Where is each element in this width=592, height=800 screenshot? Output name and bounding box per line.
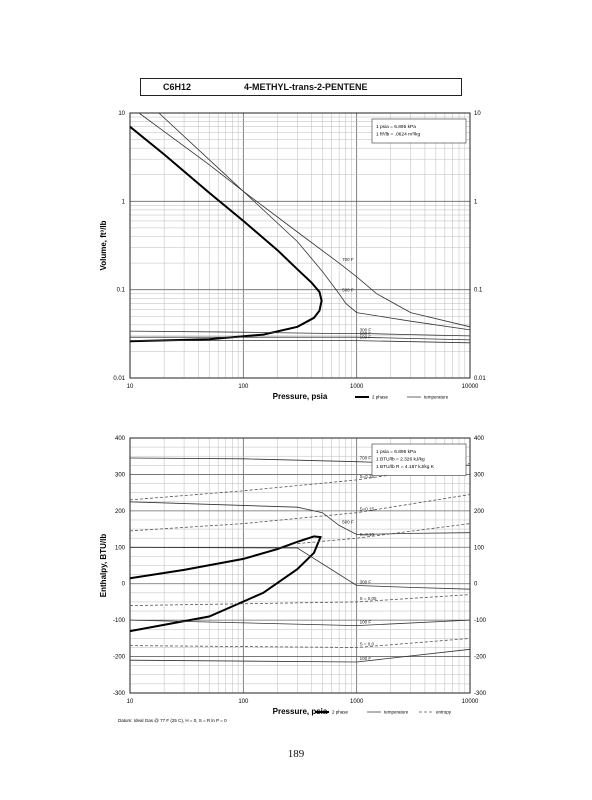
y-tick-label: 400 [115,436,126,442]
y-tick-label: 100 [115,545,126,551]
series-line [129,494,471,532]
y-tick-label-right: 0.1 [474,288,483,294]
y-tick-label: -300 [113,691,126,697]
series-line [129,638,471,648]
chart-1: 10 100 1000 10000 0.01 0.01 0.1 0.1 1 1 10 10 Pressu… [99,111,486,401]
series-label: 300 F [360,327,372,332]
conversion-text: 1 psia = 6.895 kPa [376,124,416,130]
x-tick-label: 10000 [462,699,479,705]
plot-frame [129,437,471,694]
series-line [129,463,471,501]
series-label: 100 F [360,656,372,661]
legend-label: entropy [436,710,452,715]
title-box: C6H12 4-METHYL-trans-2-PENTENE [140,78,462,96]
x-tick-label: 10 [127,384,134,390]
y-axis-label: Enthalpy, BTU/lb [99,534,108,598]
y-tick-label: 10 [118,111,125,117]
x-tick-label: 100 [238,384,249,390]
series-line [129,648,471,663]
y-tick-label: 1 [122,199,126,205]
series-line [130,340,471,344]
x-tick-label: 10000 [462,384,479,390]
y-tick-label-right: 200 [474,509,485,515]
conversion-box [371,443,467,476]
series-label: S=0.10 [360,532,375,537]
y-tick-label-right: 300 [474,472,485,478]
series-line [138,112,471,328]
legend-label: temperature [424,395,449,400]
x-tick-label: 1000 [350,384,364,390]
y-tick-label-right: 100 [474,545,485,551]
legend-label: temperature [384,710,409,715]
series-label: 300 F [360,580,372,585]
series-label: 100 F [360,335,372,340]
series-line [129,619,471,627]
y-tick-label-right: 1 [474,199,478,205]
y-tick-label: 0.1 [117,288,126,294]
y-tick-label: -200 [113,655,126,661]
series-line [129,125,323,343]
series-label: 100 F [360,620,372,625]
conversion-box [371,118,467,144]
series-label: 700 F [342,257,354,262]
page-number: 189 [287,748,305,760]
chart-2: 10 100 1000 10000 -300 -300 -200 -200 -100 -100 0 0… [99,436,487,723]
y-tick-label-right: -300 [474,691,487,697]
legend-label: 2 phase [372,395,389,400]
y-tick-label: 0.01 [113,376,125,382]
series-line [129,501,471,535]
y-tick-label: 300 [115,472,126,478]
x-axis-label: Pressure, psia [273,392,328,401]
x-tick-label: 100 [238,699,249,705]
series-line [130,336,471,341]
grid [129,113,470,379]
series-label: S = 0.05 [360,596,377,601]
series-label: S=0.15 [360,507,375,512]
series-label: S = 0.0 [360,641,375,646]
series-line [297,523,471,544]
y-tick-label: 0 [122,582,126,588]
plot-frame [129,112,471,379]
y-tick-label-right: 10 [474,111,481,117]
series-label: 100 F [360,331,372,336]
legend-label: 2 phase [332,710,349,715]
series-line [129,330,471,337]
y-tick-label-right: -100 [474,618,487,624]
series-label: 500 F [342,288,354,293]
y-tick-label: -100 [113,618,126,624]
conversion-text: 1 psia = 6.895 kPa [376,449,416,455]
conversion-text: 1 ft³/lb = .0624 m³/kg [376,132,420,138]
y-tick-label-right: 0 [474,582,478,588]
conversion-text: 1 BTU/lb = 2.326 kJ/kg [376,457,425,463]
series-label: 700 F [360,456,372,461]
series-label: 500 F [342,519,354,524]
formula-label: C6H12 [163,82,192,92]
conversion-text: 1 BTU/lb R = 4.187 kJ/kg K [376,464,435,470]
y-tick-label-right: 400 [474,436,485,442]
series-line [129,535,322,633]
compound-name: 4-METHYL-trans-2-PENTENE [244,82,368,92]
grid [129,437,470,694]
y-tick-label: 200 [115,509,126,515]
y-tick-label-right: 0.01 [474,376,486,382]
series-label: S=0.25 [360,474,375,479]
x-tick-label: 10 [127,699,134,705]
series-line [158,112,471,331]
x-tick-label: 1000 [350,699,364,705]
y-axis-label: Volume, ft³/lb [99,220,108,270]
datum-note: Datum: Ideal Gas @ 77 F (25 C), H = 0, S… [118,718,227,723]
x-axis-label: Pressure, psia [273,707,328,716]
series-line [129,594,471,606]
y-tick-label-right: -200 [474,655,487,661]
series-line [129,546,471,590]
